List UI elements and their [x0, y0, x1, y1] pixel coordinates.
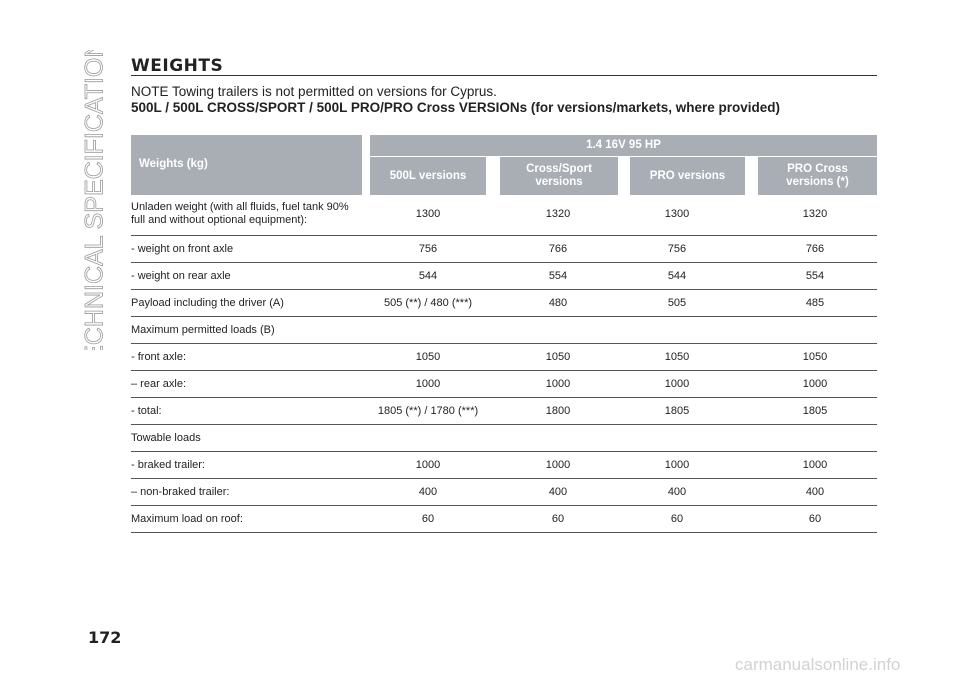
cell-value: 1000 — [802, 378, 828, 390]
note: NOTE Towing trailers is not permitted on… — [131, 84, 497, 99]
cell-value: 1000 — [545, 459, 571, 471]
table-row: Unladen weight (with all fluids, fuel ta… — [131, 195, 877, 236]
sidebar: TECHNICAL SPECIFICATIONS — [80, 50, 109, 350]
cell-value: 554 — [805, 270, 825, 282]
cell-value: 1805 — [664, 405, 690, 417]
cell-value: 1000 — [415, 378, 441, 390]
cell-value: 480 — [548, 297, 568, 309]
cell-value: 60 — [670, 513, 684, 525]
watermark: carmanualsonline.info — [735, 655, 901, 674]
table-row: - total: 1805 (**) / 1780 (***) 1800 1805 18… — [131, 398, 877, 425]
cell-value: 400 — [418, 486, 438, 498]
table-row: Payload including the driver (A) 505 (**)… — [131, 290, 877, 317]
cell-value: 1050 — [802, 351, 828, 363]
cell-value: 485 — [805, 297, 825, 309]
cell-value: 756 — [418, 243, 438, 255]
row-label: – rear axle: — [131, 378, 187, 390]
cell-value: 1000 — [664, 459, 690, 471]
cell-value: 1000 — [664, 378, 690, 390]
page-number: 172 — [88, 628, 122, 647]
cell-value: 554 — [548, 270, 568, 282]
row-label: Maximum permitted loads (B) — [131, 324, 275, 336]
header-column: PRO versions — [630, 157, 745, 195]
cell-value: 1050 — [664, 351, 690, 363]
table-row: - weight on front axle 756 766 756 766 — [131, 236, 877, 263]
cell-value: 400 — [805, 486, 825, 498]
cell-value: 1320 — [545, 208, 571, 220]
cell-value: 756 — [667, 243, 687, 255]
cell-value: 1320 — [802, 208, 828, 220]
table-row: - front axle: 1050 1050 1050 1050 — [131, 344, 877, 371]
cell-value: 400 — [548, 486, 568, 498]
row-label: - front axle: — [131, 351, 187, 363]
cell-value: 1800 — [545, 405, 571, 417]
cell-value: 1300 — [415, 208, 441, 220]
header-column: PRO Cross versions (*) — [758, 157, 877, 195]
title: WEIGHTS — [131, 56, 224, 76]
cell-value: 766 — [805, 243, 825, 255]
subtitle: 500L / 500L CROSS/SPORT / 500L PRO/PRO C… — [131, 100, 780, 115]
table-row: - weight on rear axle 544 554 544 554 — [131, 263, 877, 290]
rule — [131, 75, 877, 76]
cell-value: 1050 — [415, 351, 441, 363]
cell-value: 60 — [808, 513, 822, 525]
table-row: – non-braked trailer: 400 400 400 400 — [131, 479, 877, 506]
table-row: Maximum permitted loads (B) — [131, 317, 877, 344]
row-label: - total: — [131, 405, 162, 417]
row-label: - braked trailer: — [131, 459, 205, 471]
sidebar-text: TECHNICAL SPECIFICATIONS — [81, 50, 109, 350]
table-row: – rear axle: 1000 1000 1000 1000 — [131, 371, 877, 398]
row-label: – non-braked trailer: — [131, 486, 230, 498]
cell-value: 766 — [548, 243, 568, 255]
row-label: - weight on front axle — [131, 243, 234, 255]
cell-value: 60 — [421, 513, 435, 525]
cell-value: 1000 — [545, 378, 571, 390]
cell-value: 1000 — [415, 459, 441, 471]
cell-value: 1300 — [664, 208, 690, 220]
cell-value: 1805 — [802, 405, 828, 417]
row-label: Maximum load on roof: — [131, 513, 243, 525]
header-row-label: Weights (kg) — [131, 135, 362, 195]
cell-value: 400 — [667, 486, 687, 498]
cell-value: 505 (**) / 480 (***) — [383, 297, 473, 309]
table-row: - braked trailer: 1000 1000 1000 1000 — [131, 452, 877, 479]
table: Weights (kg) 1.4 16V 95 HP 500L versions Cr… — [131, 135, 877, 535]
cell-value: 1050 — [545, 351, 571, 363]
row-label: Towable loads — [131, 432, 201, 444]
cell-value: 505 — [667, 297, 687, 309]
row-label: - weight on rear axle — [131, 270, 231, 282]
header-column: 500L versions — [370, 157, 486, 195]
row-label: Unladen weight (with all fluids, fuel ta… — [131, 201, 349, 226]
header-column: Cross/Sport versions — [500, 157, 618, 195]
cell-value: 1000 — [802, 459, 828, 471]
cell-value: 544 — [418, 270, 438, 282]
cell-value: 1805 (**) / 1780 (***) — [377, 405, 479, 417]
table-row: Maximum load on roof: 60 60 60 60 — [131, 506, 877, 533]
row-label: Payload including the driver (A) — [131, 297, 284, 309]
table-row: Towable loads — [131, 425, 877, 452]
cell-value: 544 — [667, 270, 687, 282]
cell-value: 60 — [551, 513, 565, 525]
header-engine: 1.4 16V 95 HP — [370, 135, 877, 156]
